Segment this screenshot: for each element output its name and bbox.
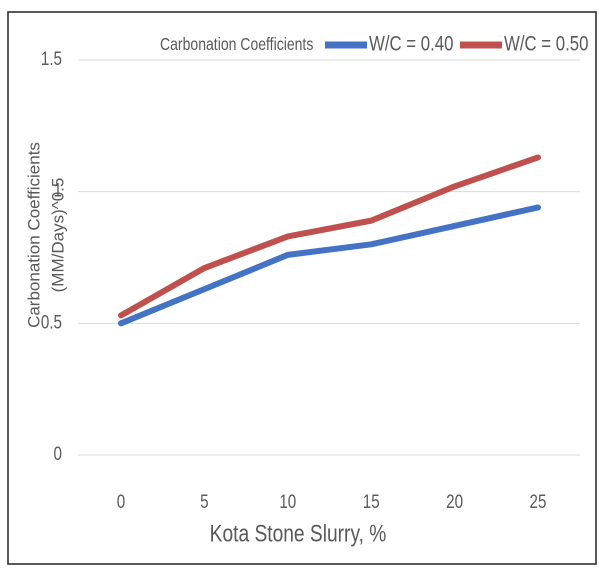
legend-label: W/C = 0.50 [504, 33, 588, 56]
x-tick-label: 5 [200, 490, 208, 512]
legend-label: W/C = 0.40 [369, 33, 453, 56]
y-tick-label: 0.5 [41, 311, 62, 333]
x-axis-title: Kota Stone Slurry, % [210, 519, 387, 547]
x-tick-label: 20 [446, 490, 463, 512]
y-axis-title: (MM/Days)^0.5 [48, 178, 67, 293]
y-axis-title: Carbonation Coefficients [24, 142, 43, 328]
legend-title: Carbonation Coefficients [160, 34, 313, 54]
frame [7, 11, 597, 565]
x-tick-label: 10 [279, 490, 296, 512]
y-tick-label: 1 [54, 179, 62, 201]
x-tick-label: 15 [363, 490, 380, 512]
y-tick-label: 1.5 [41, 47, 62, 69]
series-line [118, 204, 541, 327]
series-line [118, 154, 541, 319]
x-tick-label: 0 [117, 490, 125, 512]
x-tick-label: 25 [530, 490, 547, 512]
y-tick-label: 0 [54, 442, 62, 464]
